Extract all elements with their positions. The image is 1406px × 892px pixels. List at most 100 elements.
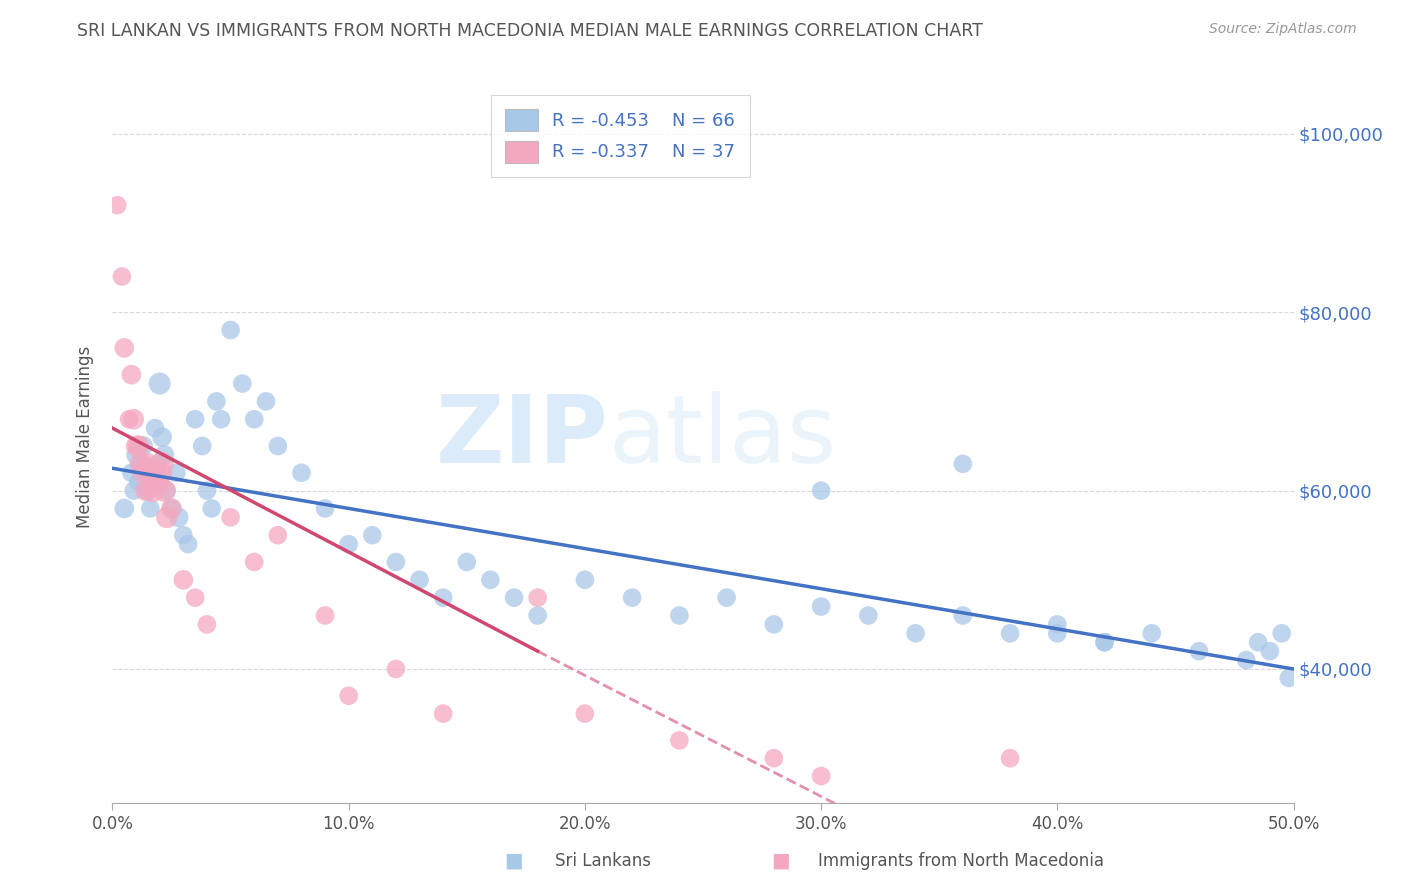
Point	[135, 483, 157, 498]
Point	[810, 769, 832, 783]
Point	[146, 475, 169, 489]
Point	[165, 466, 187, 480]
Text: Sri Lankans: Sri Lankans	[555, 852, 651, 870]
Point	[267, 439, 290, 453]
Point	[172, 573, 194, 587]
Point	[574, 706, 596, 721]
Point	[209, 412, 232, 426]
Point	[139, 501, 162, 516]
Point	[385, 662, 408, 676]
Point	[1247, 635, 1270, 649]
Point	[105, 198, 128, 212]
Point	[1234, 653, 1257, 667]
Point	[858, 608, 880, 623]
Point	[195, 617, 218, 632]
Point	[184, 412, 207, 426]
Point	[172, 528, 194, 542]
Point	[127, 475, 149, 489]
Point	[201, 501, 224, 516]
Point	[314, 608, 336, 623]
Point	[668, 733, 690, 747]
Point	[762, 617, 785, 632]
Legend: R = -0.453    N = 66, R = -0.337    N = 37: R = -0.453 N = 66, R = -0.337 N = 37	[491, 95, 749, 177]
Point	[177, 537, 200, 551]
Point	[205, 394, 228, 409]
Point	[219, 323, 242, 337]
Point	[385, 555, 408, 569]
Point	[810, 483, 832, 498]
Point	[127, 439, 149, 453]
Point	[160, 501, 183, 516]
Point	[1094, 635, 1116, 649]
Point	[668, 608, 690, 623]
Point	[621, 591, 644, 605]
Point	[139, 466, 162, 480]
Point	[408, 573, 430, 587]
Point	[191, 439, 214, 453]
Point	[125, 439, 148, 453]
Point	[1094, 635, 1116, 649]
Text: Immigrants from North Macedonia: Immigrants from North Macedonia	[818, 852, 1104, 870]
Point	[998, 626, 1021, 640]
Point	[762, 751, 785, 765]
Point	[167, 510, 190, 524]
Point	[146, 457, 169, 471]
Point	[456, 555, 478, 569]
Text: Source: ZipAtlas.com: Source: ZipAtlas.com	[1209, 22, 1357, 37]
Point	[118, 412, 141, 426]
Point	[314, 501, 336, 516]
Point	[810, 599, 832, 614]
Point	[195, 483, 218, 498]
Point	[716, 591, 738, 605]
Point	[1258, 644, 1281, 658]
Point	[156, 510, 179, 524]
Text: ▪: ▪	[770, 847, 790, 875]
Point	[153, 448, 176, 462]
Point	[120, 466, 142, 480]
Point	[150, 430, 173, 444]
Point	[526, 608, 548, 623]
Point	[1140, 626, 1163, 640]
Point	[361, 528, 384, 542]
Point	[149, 376, 172, 391]
Point	[150, 457, 173, 471]
Y-axis label: Median Male Earnings: Median Male Earnings	[76, 346, 94, 528]
Point	[156, 483, 179, 498]
Point	[135, 466, 157, 480]
Point	[526, 591, 548, 605]
Point	[125, 448, 148, 462]
Point	[231, 376, 253, 391]
Point	[290, 466, 312, 480]
Point	[122, 483, 145, 498]
Point	[184, 591, 207, 605]
Point	[1046, 626, 1069, 640]
Point	[132, 466, 155, 480]
Point	[243, 412, 266, 426]
Point	[1271, 626, 1294, 640]
Point	[132, 439, 155, 453]
Point	[129, 457, 152, 471]
Point	[143, 421, 166, 435]
Point	[153, 483, 176, 498]
Point	[432, 706, 454, 721]
Point	[112, 501, 135, 516]
Text: ▪: ▪	[503, 847, 523, 875]
Text: SRI LANKAN VS IMMIGRANTS FROM NORTH MACEDONIA MEDIAN MALE EARNINGS CORRELATION C: SRI LANKAN VS IMMIGRANTS FROM NORTH MACE…	[77, 22, 983, 40]
Point	[160, 501, 183, 516]
Point	[503, 591, 526, 605]
Point	[136, 457, 159, 471]
Point	[111, 269, 134, 284]
Point	[904, 626, 927, 640]
Text: ZIP: ZIP	[436, 391, 609, 483]
Point	[337, 689, 360, 703]
Point	[129, 457, 152, 471]
Point	[998, 751, 1021, 765]
Point	[120, 368, 142, 382]
Point	[479, 573, 502, 587]
Point	[337, 537, 360, 551]
Point	[142, 483, 165, 498]
Point	[1046, 617, 1069, 632]
Point	[112, 341, 135, 355]
Point	[243, 555, 266, 569]
Point	[149, 466, 172, 480]
